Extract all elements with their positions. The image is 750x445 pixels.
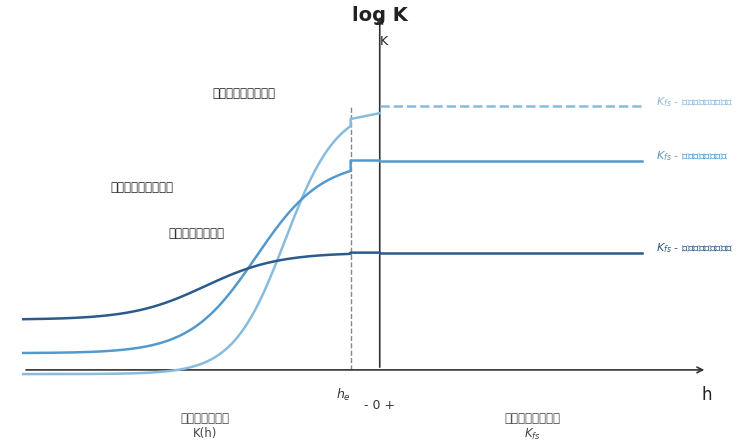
Text: 不飽和透水係数
K(h): 不飽和透水係数 K(h): [181, 412, 230, 440]
Text: $K_{fs}$ - 構造の悪い粘土質土: $K_{fs}$ - 構造の悪い粘土質土: [656, 242, 734, 255]
Text: 現場飽和透水係数
$K_{fs}$: 現場飽和透水係数 $K_{fs}$: [505, 412, 560, 442]
Text: h: h: [702, 386, 712, 404]
Text: $h_e$: $h_e$: [336, 387, 351, 403]
Text: log K: log K: [352, 6, 407, 24]
Text: $K_{fs}$ - 構造の良い粘土質土: $K_{fs}$ - 構造の良い粘土質土: [656, 95, 734, 109]
Text: 構造の良い粘土質土: 構造の良い粘土質土: [212, 87, 275, 100]
Text: 構造の悪い粘土質土: 構造の悪い粘土質土: [110, 181, 173, 194]
Text: 構造のない砂質土: 構造のない砂質土: [169, 227, 225, 240]
Text: K: K: [380, 35, 388, 48]
Text: $K_{fs}$ - 構造のない砂質土: $K_{fs}$ - 構造のない砂質土: [656, 150, 728, 163]
Text: - 0 +: - 0 +: [364, 399, 395, 412]
